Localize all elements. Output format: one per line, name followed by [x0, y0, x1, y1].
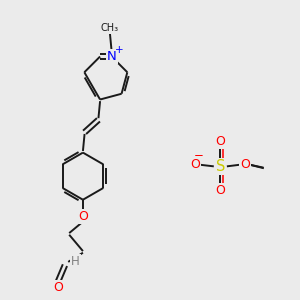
Text: O: O: [78, 210, 88, 223]
Text: +: +: [115, 45, 123, 55]
Text: N: N: [107, 50, 116, 63]
Text: H: H: [71, 255, 80, 268]
Text: CH₃: CH₃: [101, 23, 119, 33]
Text: S: S: [216, 159, 225, 174]
Text: O: O: [190, 158, 200, 171]
Text: O: O: [53, 280, 63, 294]
Text: −: −: [194, 149, 204, 162]
Text: O: O: [215, 135, 225, 148]
Text: O: O: [215, 184, 225, 197]
Text: O: O: [240, 158, 250, 171]
